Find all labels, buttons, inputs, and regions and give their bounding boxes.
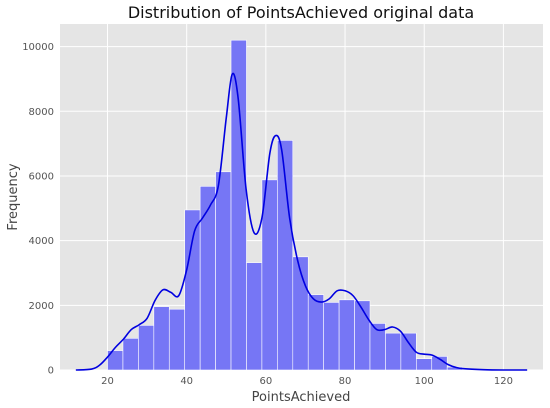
histogram-bar — [416, 358, 433, 371]
histogram-bar — [153, 306, 170, 371]
histogram-bar — [307, 294, 324, 371]
kde-curve — [75, 72, 528, 371]
y-tick-label: 8000 — [29, 107, 54, 118]
histogram-bar — [246, 262, 263, 371]
histogram-bar — [354, 300, 371, 371]
histogram-bar — [168, 308, 186, 371]
histogram-bar — [323, 302, 340, 371]
histogram-bar — [138, 325, 155, 371]
y-tick-label: 4000 — [29, 236, 54, 247]
histogram-bar — [338, 299, 355, 371]
y-tick-label: 10000 — [22, 42, 54, 53]
x-tick-label: 20 — [101, 376, 114, 387]
histogram-bar — [400, 332, 417, 371]
x-tick-labels: 20 40 60 80 100 120 — [101, 376, 513, 387]
x-axis-label: PointsAchieved — [252, 390, 351, 405]
x-tick-label: 60 — [260, 376, 273, 387]
histogram-bar — [230, 39, 247, 371]
histogram-bar — [277, 140, 294, 371]
histogram-bar — [385, 332, 402, 371]
y-tick-label: 0 — [48, 366, 54, 377]
histogram-bar — [122, 338, 139, 371]
histogram-bar — [261, 179, 278, 371]
histogram-bar — [184, 209, 201, 371]
x-tick-label: 80 — [339, 376, 352, 387]
histogram-bars — [107, 39, 463, 371]
x-tick-label: 100 — [415, 376, 434, 387]
y-axis-label: Frequency — [6, 163, 21, 230]
histogram-bar — [215, 171, 232, 371]
histogram-bar — [199, 186, 216, 371]
y-tick-label: 6000 — [29, 171, 54, 182]
x-tick-label: 40 — [180, 376, 193, 387]
x-tick-label: 120 — [494, 376, 513, 387]
y-tick-labels: 0 2000 4000 6000 8000 10000 — [22, 42, 54, 376]
y-tick-label: 2000 — [29, 301, 54, 312]
chart-title: Distribution of PointsAchieved original … — [128, 3, 474, 22]
